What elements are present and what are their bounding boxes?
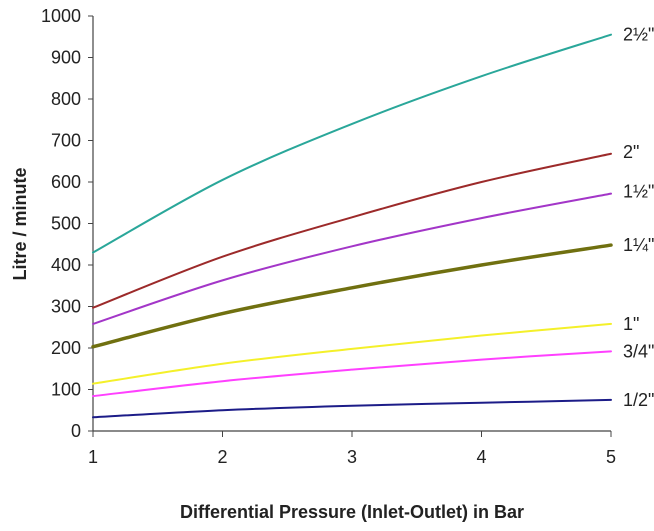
- y-tick-label: 900: [51, 48, 81, 68]
- x-tick-label: 1: [88, 447, 98, 467]
- series-labels: 2½" 2" 1½" 1¼" 1" 3/4" 1/2": [623, 25, 654, 410]
- series-label: 1": [623, 314, 639, 334]
- x-tick-label: 5: [606, 447, 616, 467]
- y-tick-label: 700: [51, 131, 81, 151]
- series-label: 1/2": [623, 390, 654, 410]
- y-tick-label: 0: [71, 421, 81, 441]
- series-line: [92, 322, 612, 385]
- series-label: 3/4": [623, 341, 654, 361]
- series-label: 1¼": [623, 235, 654, 255]
- y-tick-label: 400: [51, 255, 81, 275]
- series-label: 2": [623, 142, 639, 162]
- y-tick-label: 300: [51, 297, 81, 317]
- y-axis-title: Litre / minute: [10, 167, 30, 280]
- y-tick-label: 800: [51, 89, 81, 109]
- x-tick-label: 4: [476, 447, 486, 467]
- series-lines: [91, 33, 613, 419]
- series-line: [92, 192, 612, 325]
- series-line: [92, 33, 612, 254]
- y-tick-label: 500: [51, 214, 81, 234]
- series-label: 1½": [623, 182, 654, 202]
- series-label: 2½": [623, 25, 654, 45]
- y-tick-label: 100: [51, 380, 81, 400]
- series-line: [91, 243, 613, 349]
- series-line: [92, 152, 612, 309]
- x-tick-label: 2: [217, 447, 227, 467]
- y-tick-label: 600: [51, 172, 81, 192]
- series-line: [92, 350, 612, 398]
- y-ticks: 0 100 200 300 400 500 600 700 800 900 1000: [41, 6, 93, 441]
- x-tick-label: 3: [347, 447, 357, 467]
- x-ticks: 1 2 3 4 5: [88, 431, 616, 467]
- series-line: [92, 398, 612, 419]
- y-tick-label: 200: [51, 338, 81, 358]
- y-tick-label: 1000: [41, 6, 81, 26]
- x-axis-title: Differential Pressure (Inlet-Outlet) in …: [180, 502, 524, 522]
